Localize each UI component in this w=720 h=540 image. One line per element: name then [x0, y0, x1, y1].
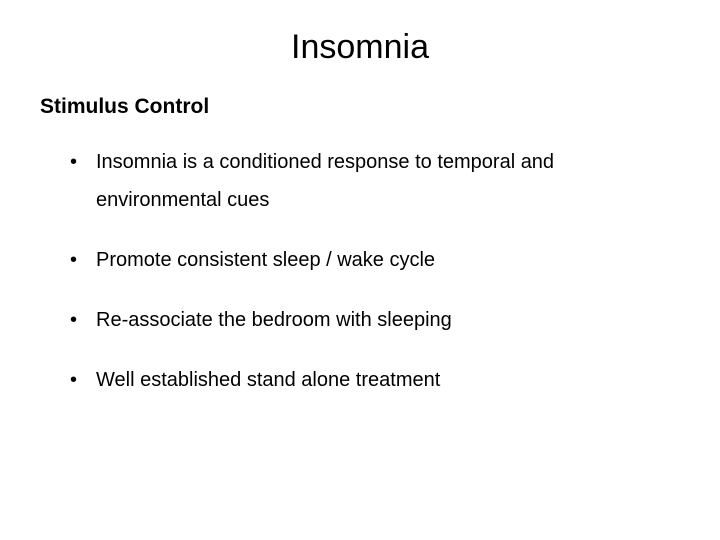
bullet-list: Insomnia is a conditioned response to te… — [70, 143, 680, 399]
slide-title: Insomnia — [40, 28, 680, 67]
slide: Insomnia Stimulus Control Insomnia is a … — [0, 0, 720, 540]
list-item: Insomnia is a conditioned response to te… — [70, 143, 680, 219]
list-item: Well established stand alone treatment — [70, 361, 680, 399]
list-item: Promote consistent sleep / wake cycle — [70, 241, 680, 279]
list-item: Re-associate the bedroom with sleeping — [70, 301, 680, 339]
slide-subheading: Stimulus Control — [40, 95, 680, 119]
